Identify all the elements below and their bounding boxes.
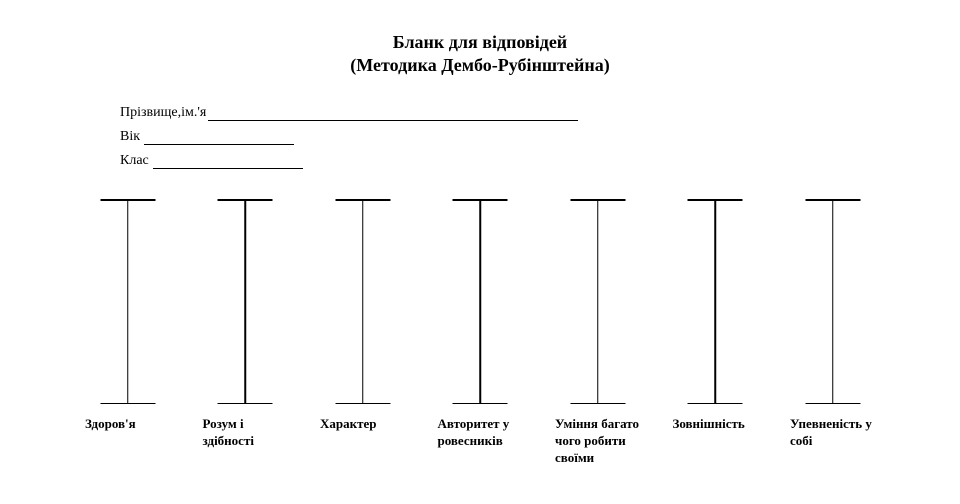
form-header: Бланк для відповідей (Методика Дембо-Руб… — [0, 0, 960, 76]
form-subtitle: (Методика Дембо-Рубінштейна) — [0, 55, 960, 76]
scale-intelligence: Розум і здібності — [198, 199, 293, 467]
form-fields: Прізвище,ім.'я Вік Клас — [120, 101, 960, 169]
scale-label: Розум і здібності — [203, 416, 288, 450]
scale-line[interactable] — [803, 199, 863, 404]
scale-label: Авторитет у ровесників — [438, 416, 523, 450]
field-surname: Прізвище,ім.'я — [120, 101, 960, 121]
scale-label: Уміння багато чого робити своїми — [555, 416, 640, 467]
surname-label: Прізвище,ім.'я — [120, 105, 206, 121]
scale-line[interactable] — [450, 199, 510, 404]
scale-line[interactable] — [685, 199, 745, 404]
scale-health: Здоров'я — [80, 199, 175, 467]
scale-vertical — [714, 199, 716, 404]
class-label: Клас — [120, 153, 149, 169]
scale-cap-bottom — [688, 403, 743, 405]
scale-character: Характер — [315, 199, 410, 467]
scale-vertical — [362, 199, 364, 404]
surname-line[interactable] — [208, 120, 578, 121]
scale-confidence: Упевненість у собі — [785, 199, 880, 467]
scale-line[interactable] — [333, 199, 393, 404]
scale-vertical — [479, 199, 481, 404]
class-line[interactable] — [153, 168, 303, 169]
scale-label: Зовнішність — [673, 416, 758, 433]
scale-label: Характер — [320, 416, 405, 433]
scale-line[interactable] — [568, 199, 628, 404]
scale-appearance: Зовнішність — [668, 199, 763, 467]
scale-cap-bottom — [570, 403, 625, 405]
scale-vertical — [127, 199, 129, 404]
scale-authority: Авторитет у ровесників — [433, 199, 528, 467]
scale-line[interactable] — [98, 199, 158, 404]
scale-cap-bottom — [100, 403, 155, 405]
scale-cap-bottom — [335, 403, 390, 405]
age-label: Вік — [120, 129, 140, 145]
age-line[interactable] — [144, 144, 294, 145]
field-class: Клас — [120, 149, 960, 169]
scale-cap-bottom — [805, 403, 860, 405]
form-title: Бланк для відповідей — [0, 30, 960, 55]
scale-cap-bottom — [453, 403, 508, 405]
scale-label: Упевненість у собі — [790, 416, 875, 450]
scale-line[interactable] — [215, 199, 275, 404]
scale-vertical — [832, 199, 834, 404]
scale-vertical — [244, 199, 246, 404]
scale-cap-bottom — [218, 403, 273, 405]
field-age: Вік — [120, 125, 960, 145]
scale-vertical — [597, 199, 599, 404]
scale-skills: Уміння багато чого робити своїми — [550, 199, 645, 467]
scale-label: Здоров'я — [85, 416, 170, 433]
scales-container: Здоров'я Розум і здібності Характер Авто… — [0, 199, 960, 467]
